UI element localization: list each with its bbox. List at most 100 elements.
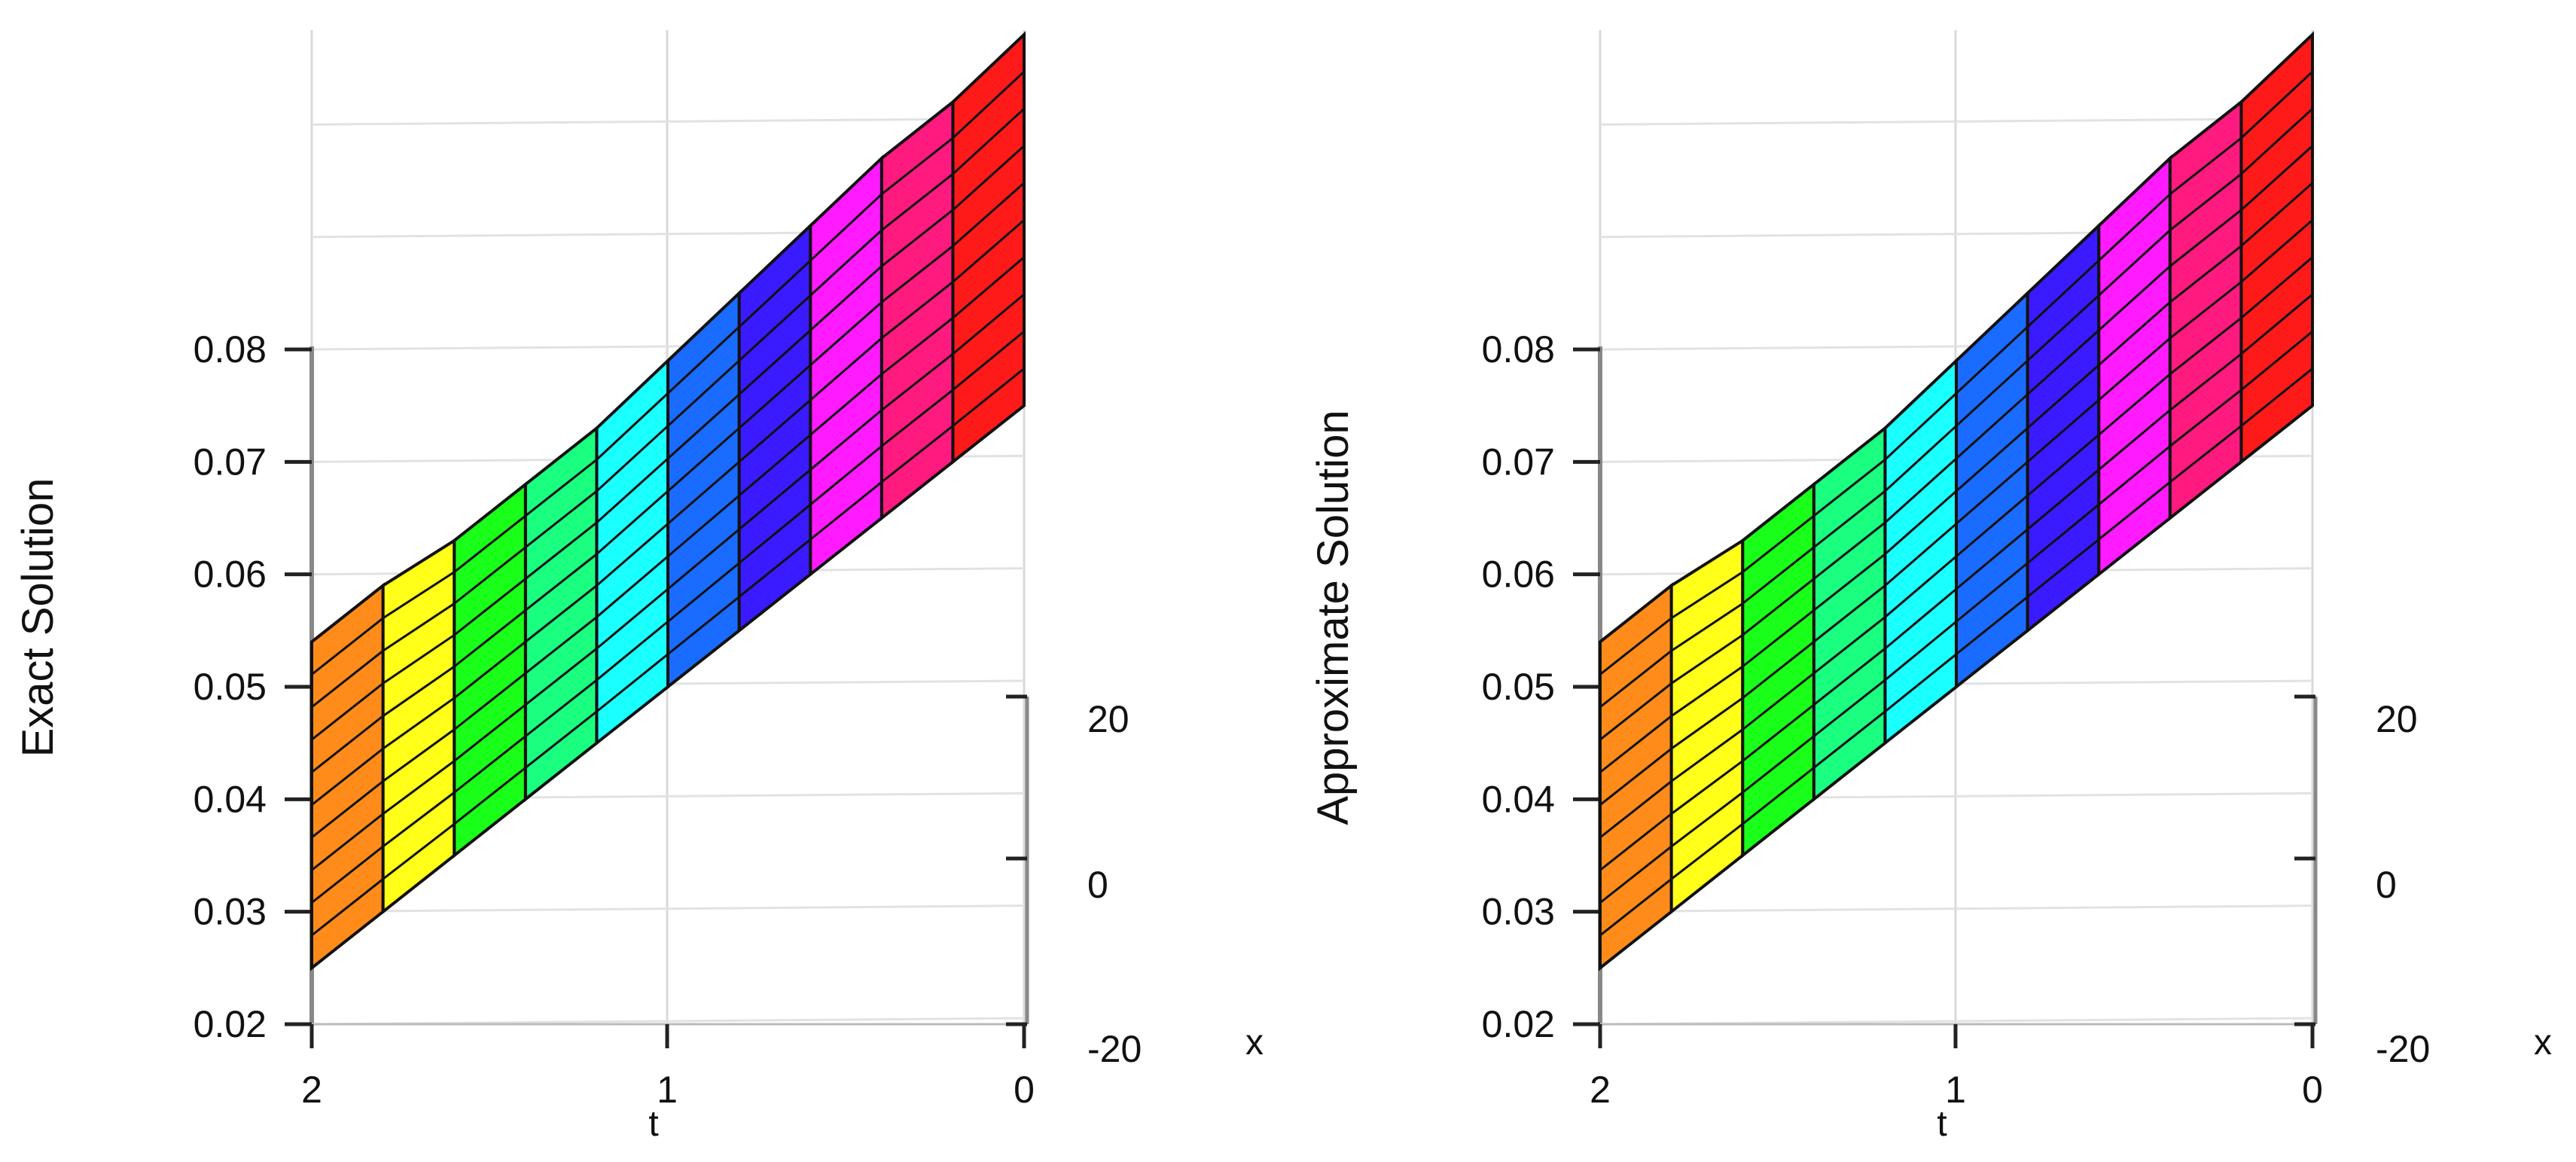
surface-mesh-line xyxy=(1742,609,1815,668)
surface-mesh-line xyxy=(1599,682,1672,741)
surface-mesh-line xyxy=(809,229,883,297)
surface-mesh-line xyxy=(524,648,598,706)
surface-band xyxy=(2026,222,2101,634)
surface-mesh-line xyxy=(382,634,456,685)
surface-mesh-line xyxy=(2240,330,2313,391)
surface-mesh-line xyxy=(311,715,384,773)
surface-mesh-line xyxy=(667,495,740,557)
x-tick-label: 0 xyxy=(2376,864,2397,906)
surface-mesh-line xyxy=(596,392,669,461)
surface-mesh-line xyxy=(2098,229,2171,297)
surface-mesh-line xyxy=(738,503,812,564)
surface-mesh-line xyxy=(2240,181,2313,247)
z-tick-label: 0.05 xyxy=(194,666,267,708)
surface-mesh-line xyxy=(1812,679,1886,737)
surface-mesh-line xyxy=(524,584,598,643)
t-tick-label: 1 xyxy=(657,1069,678,1111)
surface-mesh-line xyxy=(382,728,456,782)
z-tick-label: 0.02 xyxy=(1482,1003,1555,1045)
surface-mesh-line xyxy=(311,780,384,839)
surface-mesh-line xyxy=(738,399,812,463)
surface-mesh-line xyxy=(1812,648,1886,706)
surface-mesh-line xyxy=(809,481,883,541)
surface-mesh-line xyxy=(1599,715,1672,773)
surface-mesh-line xyxy=(1599,617,1672,676)
surface-mesh-line xyxy=(666,393,740,459)
surface-mesh-line xyxy=(2240,145,2314,211)
surface-mesh-line xyxy=(453,609,526,668)
surface-mesh-line xyxy=(1670,697,1744,750)
surface-mesh-line xyxy=(1884,457,1958,524)
surface-mesh-line xyxy=(453,641,526,700)
surface-mesh-line xyxy=(596,653,669,713)
z-tick-label: 0.06 xyxy=(1482,554,1555,596)
surface-mesh-line xyxy=(2240,256,2313,319)
surface-mesh-line xyxy=(738,434,812,497)
surface-band xyxy=(1955,289,2029,691)
surface-mesh-line xyxy=(524,459,598,517)
z-tick-label: 0.07 xyxy=(194,441,267,483)
surface-mesh-line xyxy=(880,425,954,483)
x-tick-label: -20 xyxy=(2376,1028,2430,1070)
surface-mesh-line xyxy=(2169,172,2242,231)
surface-mesh-line xyxy=(738,329,812,395)
grid-hline xyxy=(311,904,1025,913)
surface-mesh-line xyxy=(666,359,740,427)
z-tick-label: 0.08 xyxy=(194,328,267,371)
surface-mesh-line xyxy=(2240,219,2313,283)
surface-mesh-line xyxy=(1956,562,2029,623)
surface-mesh-line xyxy=(382,697,456,750)
surface-mesh-line xyxy=(311,650,384,709)
surface-mesh-line xyxy=(738,259,812,328)
surface-mesh-line xyxy=(1884,392,1958,461)
approximate-solution-panel: 0.08 0.07 0.06 0.05 0.04 0.03 0.02 Approximate … xyxy=(1309,30,2552,1144)
surface-mesh-line xyxy=(1884,653,1957,713)
surface-mesh-line xyxy=(2169,209,2242,267)
surface-mesh-line xyxy=(1884,490,1957,555)
surface-mesh-line xyxy=(524,616,598,675)
z-tick-label: 0.05 xyxy=(1482,666,1555,708)
z-axis-label: Approximate Solution xyxy=(1309,410,1358,825)
surface-mesh-line xyxy=(2098,193,2171,262)
z-axis-label: Exact Solution xyxy=(14,478,62,758)
surface-mesh-line xyxy=(1670,823,1744,880)
surface-mesh-line xyxy=(311,617,384,676)
surface-mesh-line xyxy=(2098,373,2171,436)
surface-mesh-line xyxy=(880,389,954,447)
surface-mesh-line xyxy=(2240,108,2314,175)
surface-mesh-line xyxy=(311,878,384,937)
surface-mesh-line xyxy=(1955,393,2029,459)
x-tick-label: 20 xyxy=(2376,698,2418,740)
surface-mesh-line xyxy=(1956,528,2029,590)
surface-mesh-line xyxy=(880,352,954,411)
surface-mesh-line xyxy=(1599,650,1672,709)
surface-mesh-line xyxy=(809,409,883,471)
surface-mesh-line xyxy=(1956,427,2029,493)
surface-mesh-line xyxy=(880,281,954,340)
surface-mesh-line xyxy=(809,265,883,331)
surface-mesh-line xyxy=(2240,368,2313,427)
surface-mesh-line xyxy=(1599,878,1672,937)
surface-mesh-line xyxy=(382,665,456,718)
grid-hline xyxy=(1599,904,2313,913)
t-axis-label: t xyxy=(1937,1104,1946,1144)
surface-mesh-line xyxy=(2169,281,2242,340)
surface-mesh-line xyxy=(2026,329,2100,395)
surface-mesh-line xyxy=(1742,767,1815,825)
surface-mesh-line xyxy=(880,245,954,303)
surface-mesh-line xyxy=(2169,137,2242,196)
surface-mesh-line xyxy=(880,137,954,196)
surface-mesh-line xyxy=(2026,399,2100,463)
surface-band xyxy=(737,222,812,634)
surface-mesh-line xyxy=(1670,728,1744,782)
exact-solution-panel: 0.08 0.07 0.06 0.05 0.04 0.03 0.02 Exact Soluti… xyxy=(14,30,1264,1144)
surface-mesh-line xyxy=(667,562,740,623)
surface-mesh-line xyxy=(2026,538,2100,598)
surface-mesh-line xyxy=(596,523,669,587)
t-axis-label: t xyxy=(648,1104,658,1144)
grid-hline xyxy=(311,117,1025,126)
surface-mesh-line xyxy=(809,445,883,506)
surface-mesh-line xyxy=(2026,259,2100,328)
surface-mesh-line xyxy=(809,337,883,401)
